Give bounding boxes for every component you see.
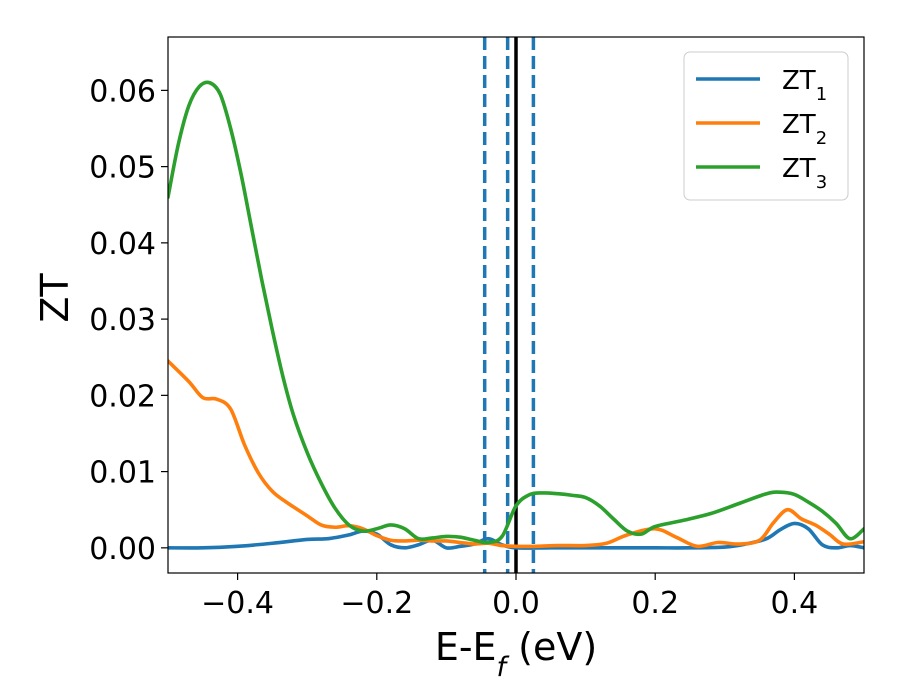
legend-label-zt3: ZT3 — [782, 154, 827, 193]
y-tick-label: 0.05 — [89, 151, 156, 186]
y-tick-label: 0.02 — [89, 379, 156, 414]
reference-lines — [482, 37, 536, 573]
x-tick-label: −0.2 — [340, 586, 413, 621]
x-tick-label: 0.4 — [771, 586, 819, 621]
x-tick-label: 0.0 — [492, 586, 540, 621]
y-tick-label: 0.01 — [89, 456, 156, 491]
y-tick-label: 0.00 — [89, 532, 156, 567]
x-axis-title: E-Ef (eV) — [435, 625, 597, 683]
legend-box — [683, 51, 849, 201]
x-tick-label: 0.2 — [631, 586, 679, 621]
x-axis: −0.4 −0.2 0.0 0.2 0.4 — [201, 573, 818, 621]
series-line-zt3 — [168, 80, 864, 545]
y-axis-title: ZT — [33, 273, 77, 323]
y-axis: 0.00 0.01 0.02 0.03 0.04 0.05 0.06 — [89, 74, 168, 567]
y-tick-label: 0.04 — [89, 227, 156, 262]
series-lines — [168, 80, 864, 550]
x-tick-label: −0.4 — [201, 586, 274, 621]
legend-label-zt1: ZT1 — [782, 66, 827, 105]
legend: ZT1 ZT2 ZT3 — [683, 51, 849, 201]
y-tick-label: 0.03 — [89, 303, 156, 338]
y-tick-label: 0.06 — [89, 74, 156, 109]
legend-label-zt2: ZT2 — [782, 110, 827, 149]
series-line-zt2 — [168, 359, 864, 549]
